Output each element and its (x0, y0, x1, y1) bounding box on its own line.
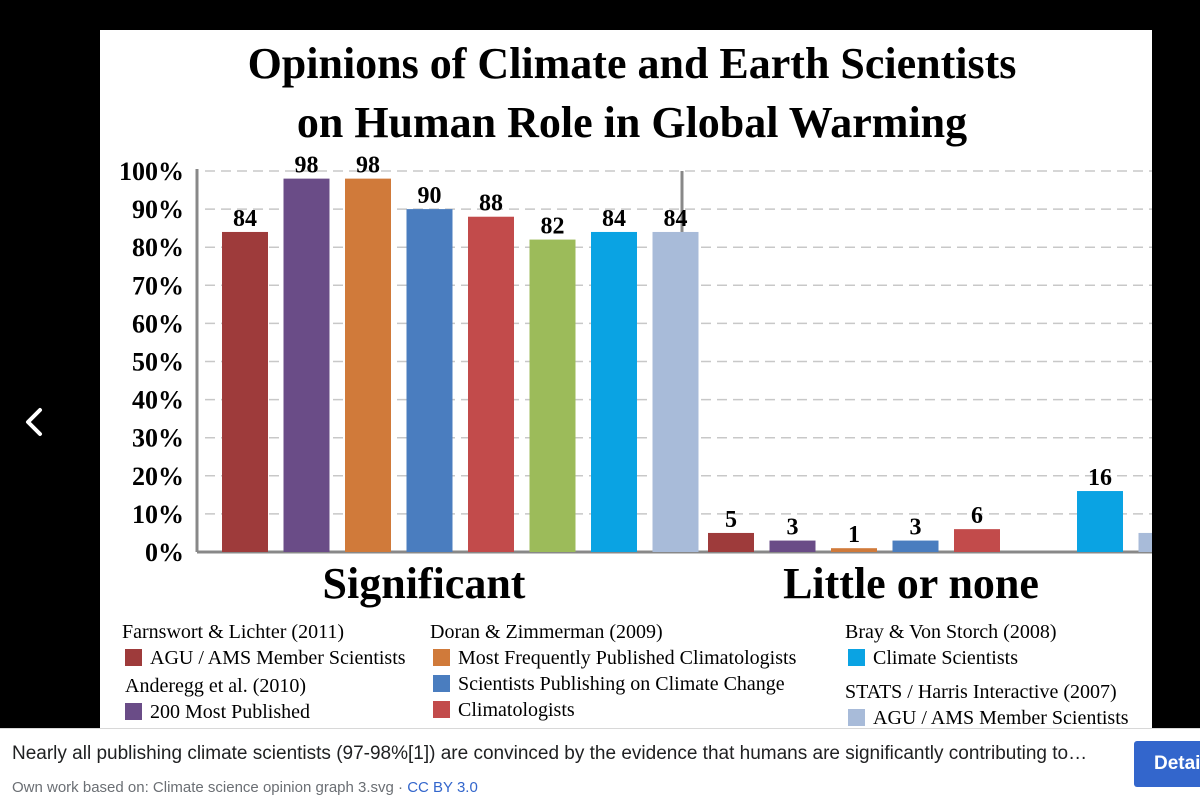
y-tick-label: 0% (145, 538, 184, 567)
legend-swatch (433, 649, 450, 666)
legend-source: Anderegg et al. (2010) (125, 675, 306, 697)
y-tick-label: 60% (132, 309, 184, 338)
bar-significant (406, 209, 453, 552)
bar-significant (591, 231, 637, 552)
legend-swatch (125, 649, 142, 666)
legend: Farnswort & Lichter (2011) AGU / AMS Memb… (122, 621, 1129, 728)
y-tick-label: 30% (132, 424, 184, 453)
bar-little-or-none (892, 540, 939, 552)
bar-value-label: 84 (602, 206, 626, 232)
bar-value-label: 1 (848, 522, 860, 548)
chart-svg: 0% 10% 20% 30% 40% 50% 60% 70% 80% 90% 100% 84 5 98 3… (119, 39, 1152, 728)
chart-figure: 0% 10% 20% 30% 40% 50% 60% 70% 80% 90% 100% 84 5 98 3… (100, 30, 1152, 728)
legend-item-label: 200 Most Published (150, 701, 310, 723)
y-tick-label: 90% (132, 195, 184, 224)
bar-value-label: 6 (971, 503, 983, 529)
legend-item-label: AGU / AMS Member Scientists (150, 647, 406, 669)
legend-item-label: Most Frequently Published Climatologists (458, 647, 797, 669)
legend-swatch (433, 675, 450, 692)
chart-title-line1: Opinions of Climate and Earth Scientists (248, 39, 1017, 88)
bar-little-or-none (1077, 491, 1123, 552)
bar-value-label: 5 (725, 507, 737, 533)
y-tick-label: 70% (132, 271, 184, 300)
group-label-significant: Significant (323, 559, 526, 608)
back-button[interactable] (14, 400, 54, 444)
bar-value-label: 90 (418, 183, 442, 209)
bar-significant (468, 216, 514, 552)
legend-source: Bray & Von Storch (2008) (845, 621, 1056, 643)
image-viewer: 0% 10% 20% 30% 40% 50% 60% 70% 80% 90% 100% 84 5 98 3… (14, 30, 1152, 728)
legend-source: STATS / Harris Interactive (2007) (845, 681, 1117, 703)
group-label-little-or-none: Little or none (783, 559, 1039, 608)
bar-value-label: 84 (664, 206, 688, 232)
y-tick-label: 100% (119, 157, 184, 186)
legend-swatch (433, 701, 450, 718)
bar-little-or-none (954, 529, 1000, 552)
bar-little-or-none (769, 540, 816, 552)
y-tick-label: 50% (132, 348, 184, 377)
bar-little-or-none (1138, 532, 1152, 552)
legend-swatch (848, 709, 865, 726)
legend-swatch (125, 703, 142, 720)
bar-significant (652, 231, 699, 552)
y-tick-label: 10% (132, 500, 184, 529)
bar-value-label: 82 (541, 214, 565, 240)
bar-significant (529, 239, 576, 552)
bar-significant (283, 178, 330, 552)
bar-value-label: 88 (479, 191, 503, 217)
y-tick-label: 20% (132, 462, 184, 491)
y-tick-label: 80% (132, 233, 184, 262)
caption-bar: Nearly all publishing climate scientists… (0, 728, 1200, 807)
legend-source: Doran & Zimmerman (2009) (430, 621, 663, 643)
details-button[interactable]: Details (1134, 741, 1200, 787)
image-caption: Nearly all publishing climate scientists… (12, 743, 1088, 764)
y-tick-label: 40% (132, 386, 184, 415)
bar-value-label: 16 (1088, 465, 1112, 491)
bar-little-or-none (708, 532, 754, 552)
bar-significant (345, 178, 391, 552)
bar-value-label: 3 (787, 515, 799, 541)
chevron-left-icon (26, 408, 42, 436)
credit-source: Own work based on: Climate science opini… (12, 779, 408, 796)
legend-item-label: AGU / AMS Member Scientists (873, 707, 1129, 728)
image-credit: Own work based on: Climate science opini… (12, 779, 478, 796)
legend-item-label: Climate Scientists (873, 647, 1018, 669)
license-link[interactable]: CC BY 3.0 (407, 779, 478, 796)
bar-value-label: 3 (910, 515, 922, 541)
bar-value-label: 98 (295, 153, 319, 179)
bar-little-or-none (831, 548, 877, 552)
bar-value-label: 84 (233, 206, 257, 232)
bar-significant (222, 231, 268, 552)
bar-value-label: 98 (356, 153, 380, 179)
legend-source: Farnswort & Lichter (2011) (122, 621, 344, 643)
legend-swatch (848, 649, 865, 666)
chart-title-line2: on Human Role in Global Warming (297, 98, 967, 147)
legend-item-label: Climatologists (458, 699, 575, 721)
legend-item-label: Scientists Publishing on Climate Change (458, 673, 785, 695)
